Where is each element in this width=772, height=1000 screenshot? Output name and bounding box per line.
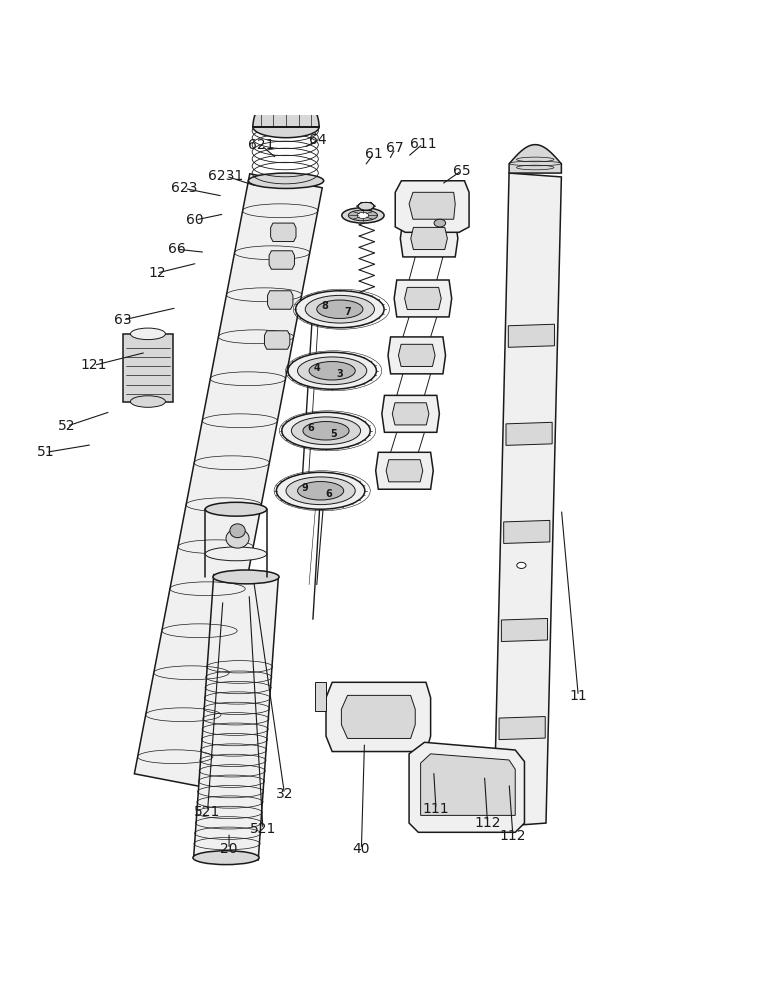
Text: 32: 32 [276, 787, 293, 801]
Polygon shape [253, 92, 319, 127]
Text: 6: 6 [307, 423, 314, 433]
Text: 51: 51 [37, 445, 55, 459]
Ellipse shape [253, 116, 319, 138]
Text: 64: 64 [310, 133, 327, 147]
Text: 6231: 6231 [208, 169, 244, 183]
Polygon shape [382, 395, 439, 432]
Text: 621: 621 [248, 138, 275, 152]
Ellipse shape [296, 291, 384, 328]
Polygon shape [421, 754, 515, 815]
Polygon shape [409, 192, 455, 219]
Text: 112: 112 [499, 829, 527, 843]
Ellipse shape [288, 352, 377, 389]
Ellipse shape [434, 219, 445, 227]
Ellipse shape [249, 173, 323, 188]
Ellipse shape [213, 570, 279, 584]
Polygon shape [376, 452, 433, 489]
Text: 521: 521 [249, 822, 276, 836]
Ellipse shape [286, 477, 355, 505]
Text: 7: 7 [344, 307, 351, 317]
Text: 11: 11 [570, 689, 587, 703]
Text: 111: 111 [423, 802, 449, 816]
Polygon shape [394, 280, 452, 317]
Ellipse shape [205, 547, 267, 561]
Text: 66: 66 [168, 242, 185, 256]
Text: 12: 12 [148, 266, 165, 280]
Text: 623: 623 [171, 181, 198, 195]
Text: 9: 9 [302, 483, 309, 493]
Ellipse shape [317, 300, 363, 318]
Polygon shape [341, 695, 415, 738]
Polygon shape [398, 344, 435, 366]
Polygon shape [134, 174, 322, 788]
Polygon shape [315, 682, 326, 711]
Polygon shape [392, 403, 429, 425]
Text: 63: 63 [114, 313, 132, 327]
Polygon shape [493, 173, 561, 827]
Polygon shape [269, 251, 294, 269]
Text: 52: 52 [58, 419, 76, 433]
Ellipse shape [226, 529, 249, 548]
Ellipse shape [130, 328, 165, 340]
Polygon shape [509, 145, 561, 173]
Polygon shape [503, 520, 550, 543]
Ellipse shape [342, 208, 384, 223]
Polygon shape [508, 324, 554, 347]
Ellipse shape [297, 482, 344, 500]
Polygon shape [388, 337, 445, 374]
Text: 112: 112 [474, 816, 501, 830]
Text: 8: 8 [321, 301, 328, 311]
Polygon shape [268, 291, 293, 309]
Text: 60: 60 [186, 213, 204, 227]
Ellipse shape [297, 357, 367, 385]
Text: 20: 20 [220, 842, 238, 856]
Polygon shape [409, 742, 524, 832]
Bar [123, 334, 173, 402]
Ellipse shape [205, 502, 267, 516]
Text: 40: 40 [353, 842, 370, 856]
Polygon shape [405, 287, 442, 310]
Ellipse shape [130, 396, 165, 407]
Text: 65: 65 [452, 164, 470, 178]
Ellipse shape [303, 422, 349, 440]
Polygon shape [271, 223, 296, 242]
Text: 121: 121 [80, 358, 107, 372]
Ellipse shape [305, 295, 374, 323]
Polygon shape [395, 181, 469, 232]
Ellipse shape [309, 362, 355, 380]
Text: 611: 611 [410, 137, 436, 151]
Ellipse shape [193, 851, 259, 865]
Text: 3: 3 [337, 369, 344, 379]
Text: 4: 4 [313, 363, 320, 373]
Text: 61: 61 [365, 147, 383, 161]
Polygon shape [506, 422, 552, 445]
Ellipse shape [357, 212, 369, 218]
Ellipse shape [291, 417, 361, 445]
Polygon shape [499, 717, 545, 740]
Polygon shape [265, 331, 290, 349]
Text: 6: 6 [325, 489, 332, 499]
Ellipse shape [348, 210, 378, 221]
Ellipse shape [282, 412, 371, 449]
Polygon shape [326, 682, 431, 752]
Polygon shape [401, 220, 458, 257]
Text: 521: 521 [195, 805, 221, 819]
Ellipse shape [516, 562, 526, 568]
Polygon shape [501, 618, 547, 642]
Text: 5: 5 [330, 429, 337, 439]
Text: 67: 67 [387, 141, 404, 155]
Ellipse shape [230, 524, 245, 538]
Polygon shape [411, 227, 448, 250]
Polygon shape [194, 575, 278, 860]
Ellipse shape [358, 202, 374, 210]
Ellipse shape [276, 472, 365, 509]
Polygon shape [386, 460, 423, 482]
